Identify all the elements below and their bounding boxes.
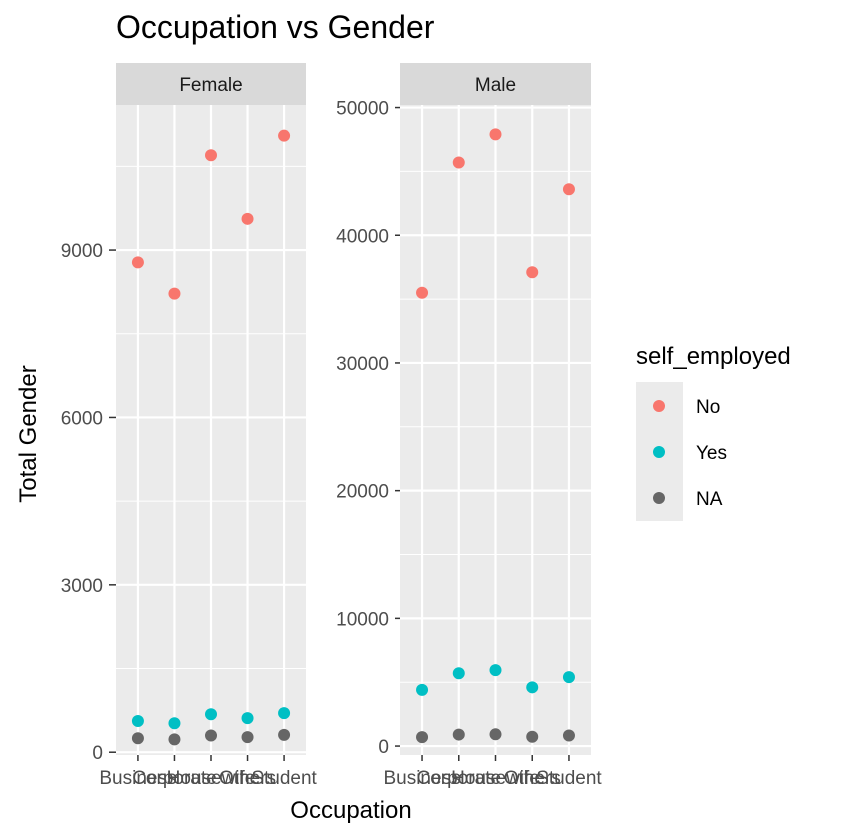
data-point-yes: [562, 671, 575, 684]
data-point-yes: [452, 667, 465, 680]
data-point-yes: [241, 712, 254, 725]
data-point-no: [241, 212, 254, 225]
x-tick-label: Student: [536, 768, 602, 789]
y-tick-label: 50000: [336, 99, 389, 120]
data-point-no: [168, 287, 181, 300]
data-point-no: [526, 266, 539, 279]
facet-panel-female: Female 0 3000 6000 9000 BusinessCorporateHous…: [61, 63, 318, 789]
x-tick-label: Others: [504, 768, 561, 789]
data-point-na: [131, 732, 144, 745]
data-point-na: [526, 730, 539, 743]
x-tick-label: Corporate: [132, 768, 217, 789]
facet-strip-label: Male: [475, 75, 516, 96]
data-point-no: [562, 183, 575, 196]
y-axis-title: Total Gender: [15, 365, 42, 502]
data-point-na: [278, 728, 291, 741]
y-tick-label: 0: [378, 737, 389, 758]
x-tick-label: Corporate: [417, 768, 502, 789]
data-point-no: [416, 286, 429, 299]
data-point-no: [489, 128, 502, 141]
legend-label: NA: [696, 489, 723, 510]
legend-key-yes: [653, 446, 665, 458]
data-point-na: [241, 731, 254, 744]
legend-key-na: [653, 492, 665, 504]
x-tick-label: Housewife: [451, 768, 540, 789]
y-tick-label: 9000: [61, 241, 103, 262]
facet-strip: [400, 63, 591, 105]
y-tick-label: 40000: [336, 226, 389, 247]
chart-title: Occupation vs Gender: [116, 9, 435, 45]
data-point-no: [131, 256, 144, 269]
legend-label: Yes: [696, 443, 727, 464]
data-point-yes: [131, 714, 144, 727]
x-tick-label: Business: [383, 768, 460, 789]
y-tick-label: 3000: [61, 576, 103, 597]
data-point-na: [562, 729, 575, 742]
data-point-yes: [168, 717, 181, 730]
facet-strip-label: Female: [179, 75, 242, 96]
data-point-no: [452, 156, 465, 169]
x-axis-title: Occupation: [290, 797, 411, 824]
data-point-na: [452, 728, 465, 741]
legend: self_employed No Yes NA: [636, 343, 791, 521]
x-tick-label: Business: [99, 768, 176, 789]
data-point-yes: [278, 707, 291, 720]
x-tick-label: Others: [219, 768, 276, 789]
data-point-no: [278, 129, 291, 142]
legend-label: No: [696, 397, 720, 418]
x-tick-label: Student: [251, 768, 317, 789]
y-tick-label: 0: [92, 743, 103, 764]
data-point-yes: [526, 681, 539, 694]
y-tick-label: 6000: [61, 408, 103, 429]
y-tick-label: 20000: [336, 482, 389, 503]
data-point-na: [489, 728, 502, 741]
x-tick-label: Housewife: [167, 768, 256, 789]
legend-title: self_employed: [636, 343, 791, 370]
data-point-yes: [489, 664, 502, 677]
y-tick-label: 30000: [336, 354, 389, 375]
data-point-yes: [416, 683, 429, 696]
data-point-na: [416, 731, 429, 744]
facet-panel-male: Male 0 10000 20000 30000 40000 50000 BusinessCo…: [336, 63, 602, 789]
data-point-yes: [205, 708, 217, 721]
data-point-na: [205, 729, 217, 742]
y-tick-label: 10000: [336, 609, 389, 630]
data-point-na: [168, 733, 181, 746]
facet-panels: Female0300060009000BusinessCorporateHous…: [61, 63, 602, 789]
facet-strip: [116, 63, 306, 105]
data-point-no: [205, 149, 217, 162]
legend-key-no: [653, 400, 665, 412]
